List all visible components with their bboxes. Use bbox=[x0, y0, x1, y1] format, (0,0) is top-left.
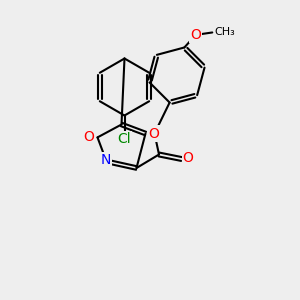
Text: Cl: Cl bbox=[118, 132, 131, 146]
Text: N: N bbox=[100, 154, 111, 167]
Text: O: O bbox=[148, 127, 159, 140]
Text: O: O bbox=[84, 130, 94, 144]
Text: CH₃: CH₃ bbox=[214, 27, 235, 37]
Text: O: O bbox=[190, 28, 201, 42]
Text: O: O bbox=[183, 152, 194, 165]
